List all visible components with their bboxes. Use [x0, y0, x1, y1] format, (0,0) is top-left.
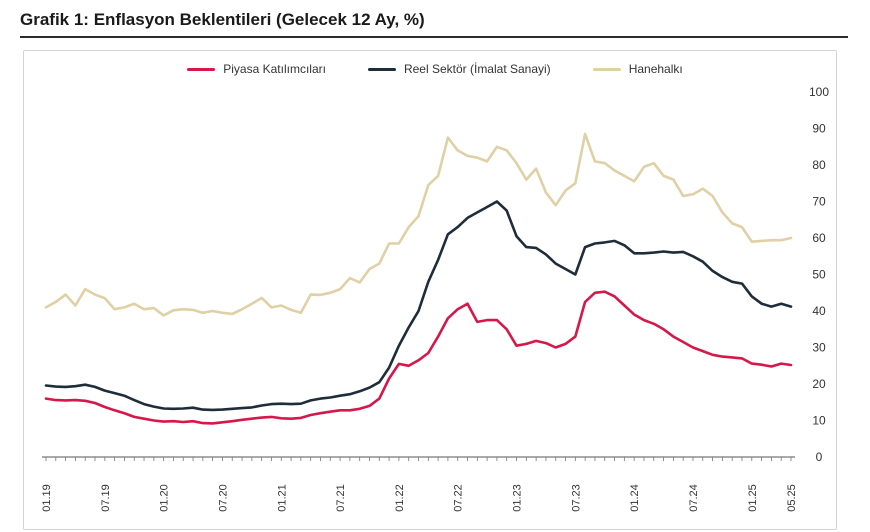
y-tick-label: 60: [812, 231, 826, 245]
legend-swatch-reel-sektor: [367, 67, 396, 71]
x-tick-label: 01.25: [747, 484, 759, 512]
x-tick-label: 01.23: [512, 484, 524, 512]
y-tick-label: 80: [812, 158, 826, 172]
legend-label-reel-sektor: Reel Sektör (İmalat Sanayi): [403, 62, 551, 76]
y-tick-label: 30: [812, 341, 826, 355]
y-tick-label: 100: [809, 85, 829, 99]
legend-item-piyasa: Piyasa Katılımcıları: [187, 62, 326, 76]
chart-title: Grafik 1: Enflasyon Beklentileri (Gelece…: [20, 10, 425, 29]
series-line-hanehalki: [44, 132, 793, 317]
series-line-piyasa-katilimcilari: [44, 290, 793, 425]
x-tick-label: 01.19: [41, 484, 53, 512]
y-tick-label: 10: [812, 414, 826, 428]
legend-label-piyasa: Piyasa Katılımcıları: [223, 62, 326, 76]
x-tick-label: 01.20: [159, 484, 171, 512]
x-tick-label: 07.24: [688, 484, 700, 512]
legend-swatch-piyasa: [187, 67, 216, 71]
y-tick-label: 90: [812, 122, 826, 136]
x-tick-label: 07.19: [100, 484, 112, 512]
y-tick-label: 70: [812, 195, 826, 209]
x-tick-label: 01.22: [394, 484, 406, 512]
legend: Piyasa Katılımcıları Reel Sektör (İmalat…: [0, 62, 870, 76]
legend-item-hanehalki: Hanehalkı: [592, 62, 683, 76]
x-tick-label: 07.20: [217, 484, 229, 512]
chart-frame: [23, 50, 837, 530]
series-line-reel-sektor: [44, 200, 793, 412]
legend-label-hanehalki: Hanehalkı: [628, 62, 683, 76]
y-tick-label: 40: [812, 304, 826, 318]
x-tick-label: 07.21: [335, 484, 347, 512]
x-tick-label: 07.22: [453, 484, 465, 512]
y-tick-label: 20: [812, 377, 826, 391]
x-tick-label: 05.25: [786, 484, 798, 512]
x-tick-label: 07.23: [570, 484, 582, 512]
y-tick-label: 0: [816, 450, 823, 464]
legend-swatch-hanehalki: [592, 67, 621, 71]
legend-item-reel-sektor: Reel Sektör (İmalat Sanayi): [367, 62, 551, 76]
y-tick-label: 50: [812, 268, 826, 282]
x-tick-label: 01.24: [629, 484, 641, 512]
x-tick-label: 01.21: [276, 484, 288, 512]
title-rule: [20, 36, 848, 38]
